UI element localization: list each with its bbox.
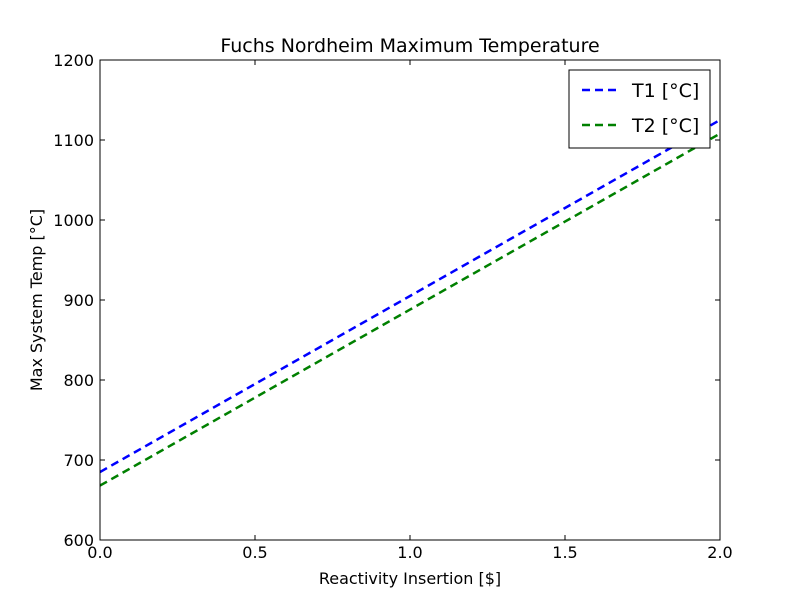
legend-label-2: T2 [°C] xyxy=(631,115,699,137)
y-axis-title: Max System Temp [°C] xyxy=(27,209,46,391)
legend-label-1: T1 [°C] xyxy=(631,80,699,102)
x-tick-label: 0.5 xyxy=(242,543,267,562)
series-line-2 xyxy=(100,132,720,487)
legend-box xyxy=(568,69,711,149)
x-tick-label: 2.0 xyxy=(707,543,732,562)
y-tick-label: 900 xyxy=(63,291,94,310)
legend: T1 [°C] T2 [°C] xyxy=(568,69,711,149)
y-tick-label: 800 xyxy=(63,371,94,390)
x-axis: 0.0 0.5 1.0 1.5 2.0 xyxy=(87,60,733,562)
series-line-1 xyxy=(100,118,720,474)
y-tick-label: 1200 xyxy=(53,51,94,70)
series-layer xyxy=(100,118,720,487)
x-axis-title: Reactivity Insertion [$] xyxy=(319,569,501,588)
chart-title: Fuchs Nordheim Maximum Temperature xyxy=(220,35,599,57)
x-tick-label: 1.5 xyxy=(552,543,577,562)
y-tick-label: 1100 xyxy=(53,131,94,150)
y-tick-label: 600 xyxy=(63,531,94,550)
x-tick-label: 0.0 xyxy=(87,543,112,562)
y-axis: 600 700 800 900 1000 1100 1200 xyxy=(53,51,720,550)
y-tick-label: 1000 xyxy=(53,211,94,230)
x-tick-label: 1.0 xyxy=(397,543,422,562)
y-tick-label: 700 xyxy=(63,451,94,470)
